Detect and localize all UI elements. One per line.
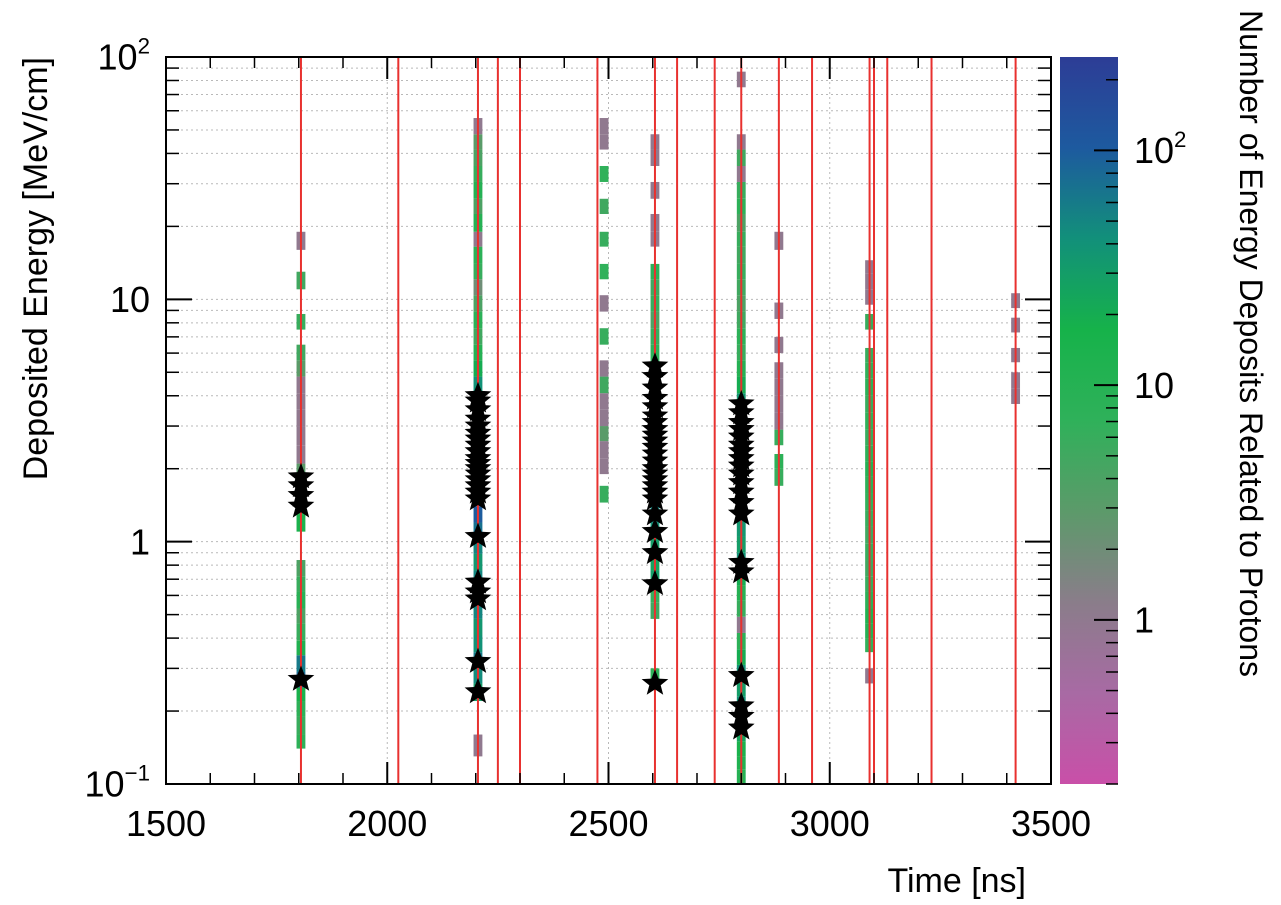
star-marker <box>727 460 755 486</box>
heatmap-cell <box>599 426 609 442</box>
star-marker <box>287 481 315 507</box>
star-marker <box>464 395 492 422</box>
star-marker <box>727 478 755 504</box>
heatmap-cell <box>599 376 609 394</box>
heatmap-cell <box>599 263 609 280</box>
x-tick-label: 2500 <box>568 803 648 844</box>
heatmap-cell <box>599 409 609 427</box>
y-tick-label: 10 <box>110 279 150 320</box>
star-marker <box>464 578 492 604</box>
colorbar-title: Number of Energy Deposits Related to Pro… <box>1233 10 1269 677</box>
x-tick-labels: 1500 2000 2500 3000 3500 <box>126 803 1091 844</box>
star-marker <box>727 488 755 514</box>
star-marker <box>464 647 492 673</box>
y-tick-label: 102 <box>98 33 150 77</box>
star-marker <box>727 548 755 574</box>
x-axis-title: Time [ns] <box>887 862 1026 900</box>
vertical-lines <box>299 57 1017 784</box>
star-marker <box>641 538 669 565</box>
star-marker <box>464 405 492 431</box>
colorbar <box>1060 57 1118 784</box>
star-marker <box>287 462 315 489</box>
colorbar-tick-label: 10 <box>1134 365 1174 406</box>
y-axis-title: Deposited Energy [MeV/cm] <box>17 57 55 480</box>
star-marker <box>641 362 669 388</box>
star-marker <box>641 569 669 596</box>
x-tick-label: 1500 <box>126 803 206 844</box>
colorbar-tick-label: 1 <box>1134 600 1154 641</box>
heatmap-cell <box>599 295 609 312</box>
star-marker <box>641 500 669 526</box>
star-marker <box>727 714 755 740</box>
star-marker <box>727 423 755 449</box>
y-tick-labels: 10−1 1 10 102 <box>85 33 151 804</box>
star-marker <box>464 381 492 408</box>
heatmap-cell <box>599 458 609 475</box>
star-marker <box>287 492 315 518</box>
star-marker <box>641 454 669 480</box>
heatmap-cell <box>599 118 609 135</box>
heatmap-cell <box>599 485 609 503</box>
colorbar-ticks <box>1094 78 1118 785</box>
axis-ticks <box>165 56 1052 785</box>
star-marker <box>727 500 755 526</box>
star-marker <box>287 471 315 498</box>
star-marker <box>727 452 755 478</box>
heatmap-cell <box>599 441 609 459</box>
star-marker <box>641 384 669 410</box>
star-marker <box>727 702 755 728</box>
x-tick-label: 2000 <box>347 803 427 844</box>
heatmap-cell <box>599 165 609 182</box>
heatmap-cell <box>599 328 609 345</box>
star-marker <box>641 392 669 419</box>
star-marker <box>464 677 492 704</box>
x-tick-label: 3000 <box>790 803 870 844</box>
heatmap-cell <box>599 134 609 150</box>
y-tick-label: 1 <box>130 521 150 562</box>
heatmap-cell <box>599 393 609 410</box>
star-marker <box>641 352 669 378</box>
star-marker <box>727 431 755 457</box>
star-marker <box>641 669 669 695</box>
star-marker <box>727 398 755 425</box>
star-marker <box>727 557 755 584</box>
heatmap-cell <box>599 231 609 247</box>
star-marker <box>727 691 755 718</box>
x-tick-label: 3500 <box>1011 803 1091 844</box>
heatmap-cell <box>599 360 609 377</box>
star-marker <box>641 402 669 428</box>
star-marker <box>727 408 755 434</box>
star-marker <box>641 374 669 400</box>
star-marker <box>727 390 755 416</box>
star-marker <box>464 522 492 548</box>
star-marker <box>287 665 315 691</box>
star-marker <box>727 468 755 495</box>
star-marker <box>727 661 755 687</box>
heatmap-cell <box>599 198 609 214</box>
colorbar-tick-labels: 1 10 102 <box>1134 127 1186 641</box>
star-markers <box>287 352 755 740</box>
star-marker <box>464 568 492 594</box>
colorbar-tick-label: 102 <box>1134 127 1186 171</box>
y-tick-label: 10−1 <box>85 760 151 804</box>
star-marker <box>641 517 669 543</box>
